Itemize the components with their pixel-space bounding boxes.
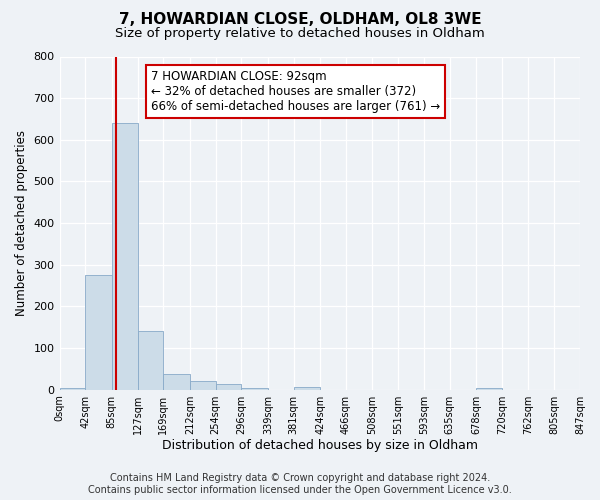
Bar: [137, 332, 163, 390]
Bar: [241, 388, 268, 390]
Bar: [190, 382, 215, 390]
Text: Size of property relative to detached houses in Oldham: Size of property relative to detached ho…: [115, 28, 485, 40]
Bar: [293, 387, 320, 390]
Text: 7, HOWARDIAN CLOSE, OLDHAM, OL8 3WE: 7, HOWARDIAN CLOSE, OLDHAM, OL8 3WE: [119, 12, 481, 28]
Bar: [85, 275, 112, 390]
Bar: [215, 384, 241, 390]
X-axis label: Distribution of detached houses by size in Oldham: Distribution of detached houses by size …: [162, 440, 478, 452]
Y-axis label: Number of detached properties: Number of detached properties: [15, 130, 28, 316]
Bar: [112, 123, 137, 390]
Text: 7 HOWARDIAN CLOSE: 92sqm
← 32% of detached houses are smaller (372)
66% of semi-: 7 HOWARDIAN CLOSE: 92sqm ← 32% of detach…: [151, 70, 440, 113]
Bar: [59, 388, 85, 390]
Bar: [476, 388, 502, 390]
Bar: [163, 374, 190, 390]
Text: Contains HM Land Registry data © Crown copyright and database right 2024.
Contai: Contains HM Land Registry data © Crown c…: [88, 474, 512, 495]
